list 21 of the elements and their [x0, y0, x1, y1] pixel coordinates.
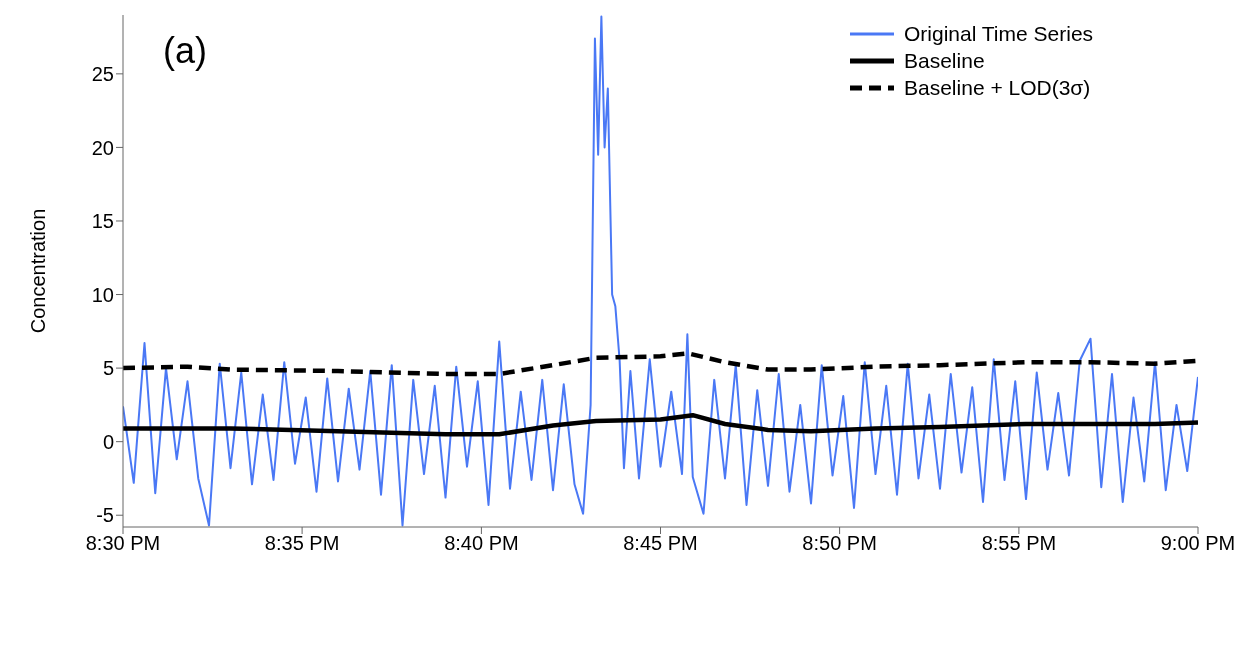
- legend-label: Baseline + LOD(3σ): [904, 75, 1091, 100]
- y-tick-label: 15: [91, 210, 114, 233]
- legend-label: Baseline: [904, 48, 985, 73]
- y-tick-label: 10: [91, 283, 114, 306]
- x-tick-label: 8:30 PM: [85, 532, 161, 555]
- x-tick-label: 8:45 PM: [623, 532, 698, 555]
- annotation: (a): [163, 30, 207, 72]
- x-tick-label: 9:00 PM: [1160, 532, 1236, 555]
- line-series: [123, 351, 1198, 377]
- y-tick-label: 20: [91, 136, 114, 159]
- line-series: [123, 412, 1198, 437]
- y-tick-label: -5: [96, 504, 114, 527]
- y-tick-label: 0: [102, 430, 114, 453]
- x-tick-label: 8:35 PM: [264, 532, 340, 555]
- y-tick-label: 5: [102, 357, 114, 380]
- legend-label: Original Time Series: [904, 21, 1094, 46]
- x-tick-label: 8:40 PM: [444, 532, 519, 555]
- x-tick-label: 8:55 PM: [981, 532, 1057, 555]
- x-tick-label: 8:50 PM: [802, 532, 877, 555]
- y-axis-title: Concentration: [27, 208, 50, 334]
- y-tick-label: 25: [91, 62, 114, 85]
